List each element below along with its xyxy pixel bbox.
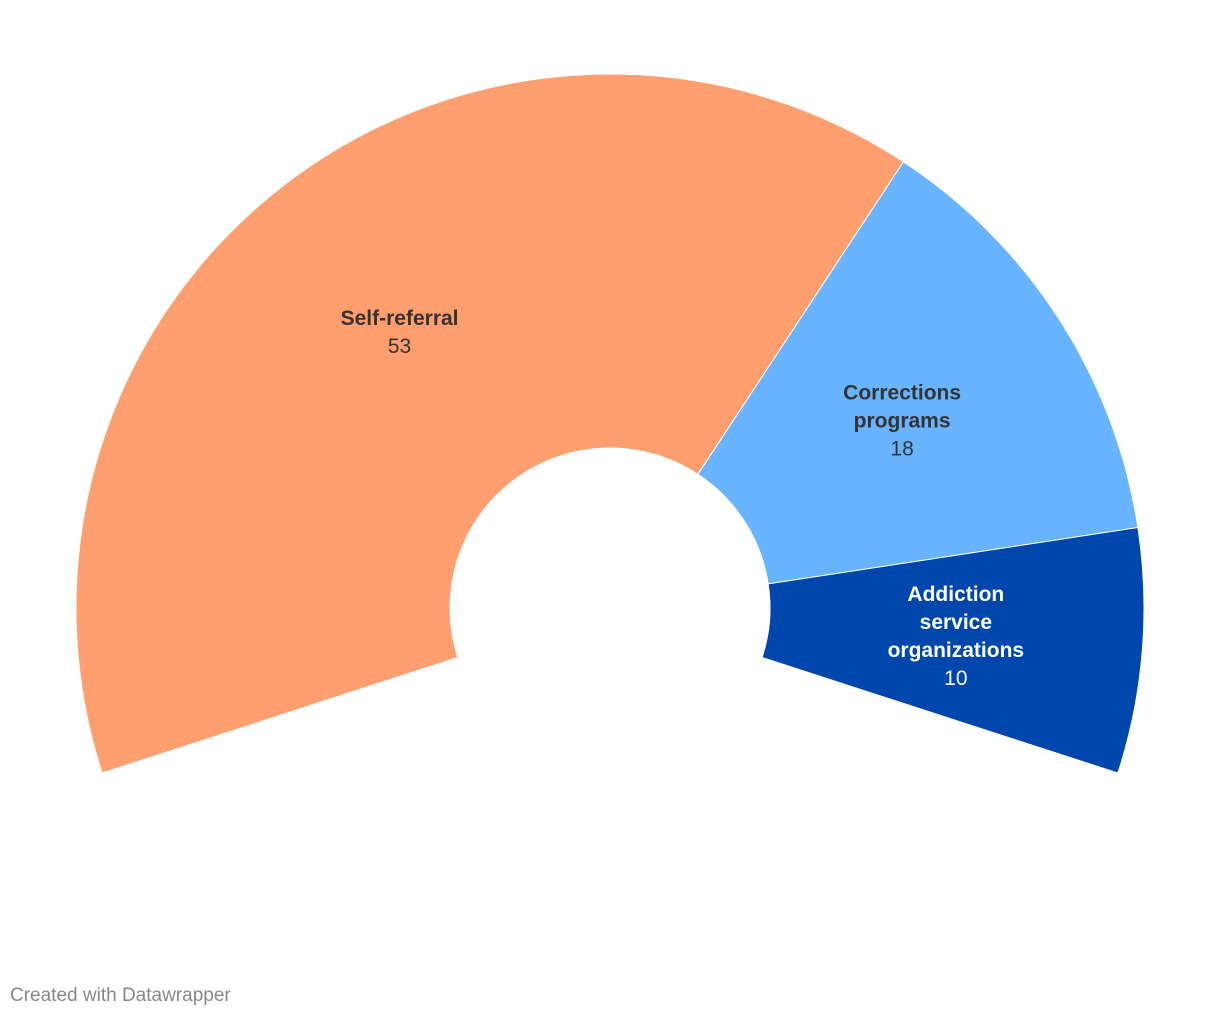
slice-label-3-line-3: organizations <box>888 639 1025 662</box>
slice-label-group-2: Corrections programs 18 <box>843 382 961 461</box>
slice-value-2: 18 <box>890 438 913 461</box>
slice-value-3: 10 <box>944 667 967 690</box>
slice-label-3-line-1: Addiction <box>907 583 1004 606</box>
slice-label-2-line-2: programs <box>854 410 951 433</box>
pie-slice-1[interactable] <box>75 73 905 774</box>
slice-label-1-line-1: Self-referral <box>341 307 459 330</box>
pie-slice-2[interactable] <box>697 161 1139 585</box>
pie-labels: Self-referral 53 Corrections programs 18 Addi… <box>341 307 1024 690</box>
slice-label-2-line-1: Corrections <box>843 382 961 405</box>
pie-slices <box>75 73 1145 774</box>
credit-text[interactable]: Created with Datawrapper <box>10 985 231 1006</box>
slice-label-3-line-2: service <box>920 611 992 634</box>
slice-label-group-3: Addiction service organizations 10 <box>888 583 1025 690</box>
slice-label-group-1: Self-referral 53 <box>341 307 459 358</box>
pie-slice-3[interactable] <box>761 526 1145 774</box>
slice-value-1: 53 <box>388 335 411 358</box>
